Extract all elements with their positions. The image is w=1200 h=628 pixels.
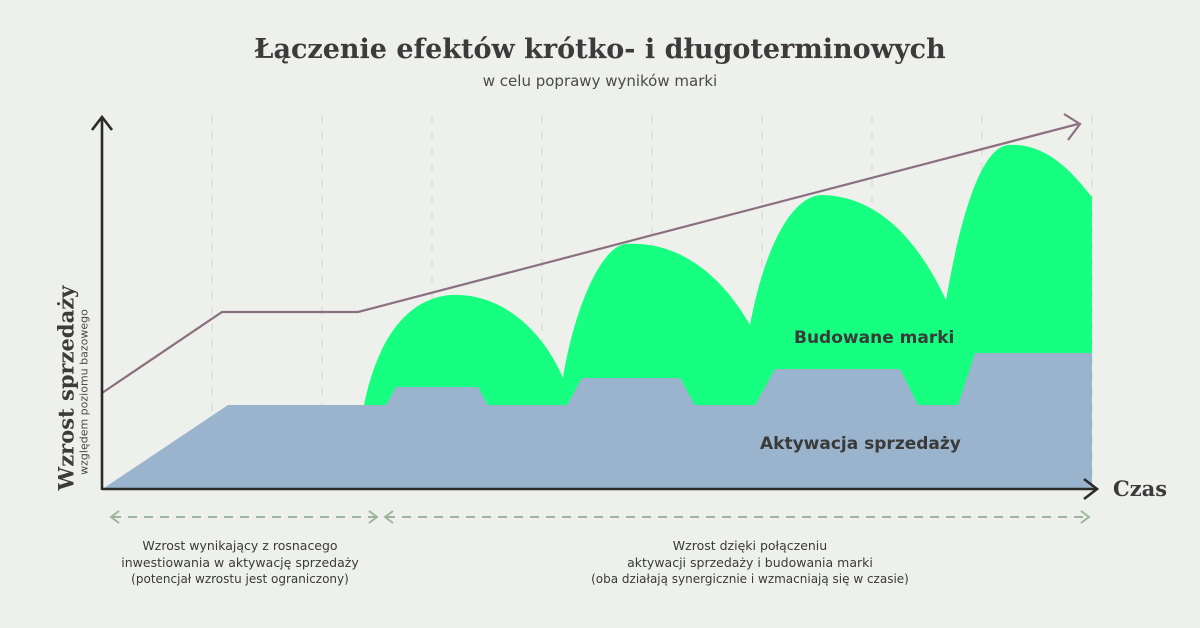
phase-2-note: (oba działają synergicznie i wzmacniają … [591, 572, 909, 586]
page-subtitle: w celu poprawy wyników marki [482, 72, 718, 90]
phase-1-line-2: inwestiowania w aktywację sprzedaży [121, 555, 359, 570]
phase-2-description: Wzrost dzięki połączeniu aktywacji sprze… [520, 537, 980, 588]
phase-1-line-1: Wzrost wynikający z rosnacego [142, 538, 338, 553]
sales-activation-area [104, 353, 1092, 488]
phase-1-description: Wzrost wynikający z rosnacego inwestiowa… [95, 537, 385, 588]
page-title: Łączenie efektów krótko- i długoterminow… [254, 34, 946, 65]
phase-2-line-2: aktywacji sprzedaży i budowania marki [627, 555, 873, 570]
x-axis-label: Czas [1113, 476, 1168, 501]
brand-building-label: Budowane marki [794, 328, 955, 348]
growth-trend-arrowhead [1063, 113, 1082, 141]
phase-2-line-1: Wzrost dzięki połączeniu [672, 538, 828, 553]
phase-1-range-arrow [109, 510, 379, 524]
y-axis-label: Wzrost sprzedaży [53, 285, 79, 491]
phase-1-note: (potencjał wzrostu jest ograniczony) [131, 572, 349, 586]
y-axis-sublabel: względem poziomu bazowego [77, 309, 91, 475]
x-axis-arrowhead [1083, 477, 1100, 501]
sales-activation-label: Aktywacja sprzedaży [760, 434, 961, 454]
growth-trend-line [101, 122, 1079, 394]
y-axis-arrowhead [90, 114, 114, 131]
phase-2-range-arrow [383, 510, 1091, 524]
